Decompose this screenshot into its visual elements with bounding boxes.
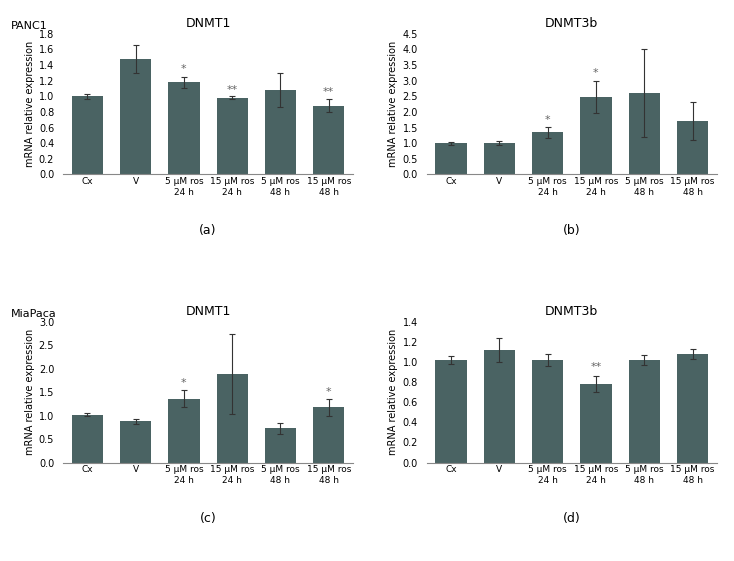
Bar: [217, 98, 248, 174]
Bar: [677, 354, 708, 463]
Bar: [217, 374, 248, 463]
Text: **: **: [323, 87, 335, 97]
Bar: [581, 384, 611, 463]
Text: *: *: [181, 65, 186, 74]
Text: **: **: [590, 362, 602, 372]
Y-axis label: mRNA relative expression: mRNA relative expression: [388, 41, 399, 167]
Bar: [484, 350, 515, 463]
Text: PANC1: PANC1: [11, 21, 48, 31]
Text: **: **: [227, 85, 238, 95]
Title: DNMT1: DNMT1: [186, 17, 230, 30]
Bar: [628, 93, 660, 174]
Bar: [435, 143, 467, 174]
Bar: [265, 429, 297, 463]
Title: DNMT1: DNMT1: [186, 305, 230, 318]
Bar: [532, 132, 564, 174]
Y-axis label: mRNA relative expression: mRNA relative expression: [25, 41, 34, 167]
Text: (a): (a): [200, 224, 217, 237]
Text: *: *: [545, 115, 550, 125]
Bar: [484, 143, 515, 174]
Text: *: *: [593, 68, 599, 78]
Bar: [120, 59, 151, 174]
Text: *: *: [181, 379, 186, 388]
Title: DNMT3b: DNMT3b: [545, 305, 598, 318]
Bar: [435, 360, 467, 463]
Y-axis label: mRNA relative expression: mRNA relative expression: [24, 329, 34, 456]
Text: (d): (d): [563, 512, 581, 525]
Bar: [313, 407, 344, 463]
Text: MiaPaca: MiaPaca: [11, 309, 57, 319]
Title: DNMT3b: DNMT3b: [545, 17, 598, 30]
Bar: [677, 121, 708, 174]
Bar: [72, 415, 103, 463]
Bar: [628, 360, 660, 463]
Y-axis label: mRNA relative expression: mRNA relative expression: [388, 329, 399, 456]
Bar: [581, 97, 611, 174]
Text: *: *: [326, 387, 332, 397]
Text: (b): (b): [563, 224, 581, 237]
Bar: [120, 421, 151, 463]
Bar: [168, 82, 200, 174]
Bar: [72, 96, 103, 174]
Bar: [265, 90, 297, 174]
Bar: [168, 399, 200, 463]
Bar: [532, 360, 564, 463]
Bar: [313, 105, 344, 174]
Text: (c): (c): [200, 512, 217, 525]
